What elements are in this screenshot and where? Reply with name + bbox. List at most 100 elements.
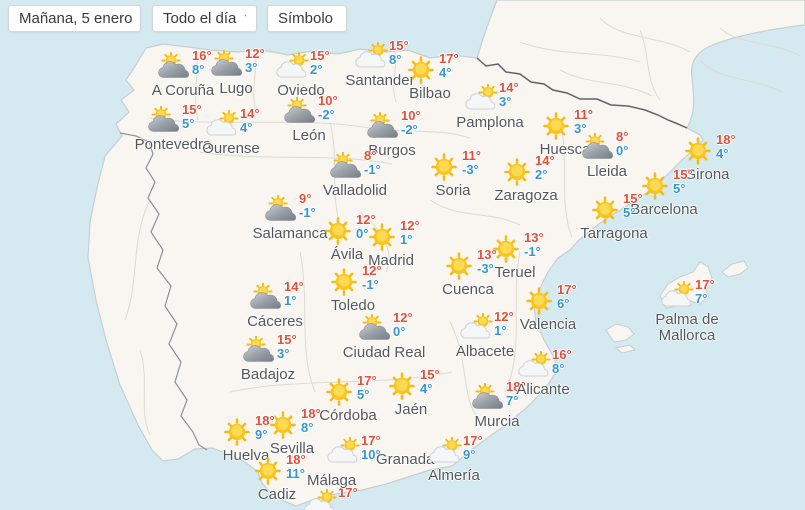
low-temp: 1° [494,323,507,338]
weather-station[interactable]: 18° 7° Murcia [471,379,526,430]
temperature-pair: 15° 8° [389,39,409,67]
city-label: Cáceres [247,313,303,330]
low-temp: 2° [310,62,323,77]
temperature-pair: 10° -2° [401,109,421,137]
weather-station[interactable]: 13° -3° Cuenca [442,248,497,298]
weather-icon-slot [522,286,556,316]
high-temp: 8° [616,129,629,144]
weather-station[interactable]: 15° 3° Badajoz [241,333,297,383]
weather-icon-slot [365,222,399,252]
weather-icon-slot [321,216,355,246]
weather-station[interactable]: 16° 8° A Coruña [152,49,215,99]
weather-station[interactable]: 16° 8° Alicante [516,348,571,398]
low-temp: -1° [524,244,541,259]
weather-station[interactable]: 17° 4° Bilbao [404,51,459,102]
high-temp: 12° [400,218,420,233]
high-temp: 15° [673,167,693,182]
temperature-pair: 17° 9° [463,434,483,462]
high-temp: 18° [506,379,526,394]
weather-station[interactable]: 15° 5° Tarragona [580,192,648,242]
sun-behind-cloud-icon [355,42,388,68]
date-filter-dropdown[interactable]: Mañana, 5 enero [8,5,141,32]
low-temp: 9° [255,427,268,442]
city-label: Granada [376,451,435,468]
sun-behind-gray-cloud-icon [330,152,362,178]
weather-station[interactable]: 12° 3° Lugo [210,47,265,97]
weather-station[interactable]: 9° -1° Salamanca [252,192,327,242]
weather-station[interactable]: 12° 1° Albacete [456,310,514,360]
weather-station[interactable]: 17° 5° Córdoba [319,373,377,424]
temperature-pair: 8° -1° [364,149,381,177]
sun-behind-cloud-icon [460,313,493,339]
weather-station[interactable]: 18° 11° Cadiz [251,453,306,503]
weather-station[interactable]: 15° 8° Santander [345,39,414,89]
weather-station[interactable]: 8° -1° Valladolid [323,149,387,199]
chevron-down-icon [245,14,246,17]
sun-behind-gray-cloud-icon [472,383,504,409]
weather-icon-slot [242,336,276,366]
sun-behind-cloud-icon [661,281,694,307]
weather-station[interactable]: 18° 8° Sevilla [266,407,321,457]
temperature-pair: 9° -1° [299,192,316,220]
weather-station[interactable]: 13° -1° Teruel [489,231,544,281]
display-mode-dropdown[interactable]: Símbolo [267,5,347,32]
weather-station[interactable]: 15° 4° Jaén [385,368,440,418]
temperature-pair: 17° 10° [361,434,381,462]
temperature-pair: 17° [338,486,358,500]
weather-station[interactable]: 15° 5° Barcelona [630,168,698,218]
weather-station[interactable]: 18° 9° Huelva [220,414,275,464]
city-label: Málaga [307,472,357,489]
time-filter-dropdown[interactable]: Todo el día [152,5,257,32]
weather-station[interactable]: 17° Málaga [303,473,358,510]
weather-station[interactable]: 17° 10° Granada [326,434,434,468]
low-temp: 2° [535,167,548,182]
city-label: Murcia [474,413,520,430]
weather-station[interactable]: 18° 4° Girona [681,133,735,183]
weather-station[interactable]: 14° 3° Pamplona [456,81,524,131]
weather-station[interactable]: 15° 2° Oviedo [275,49,330,99]
high-temp: 11° [574,107,593,122]
low-temp: 1° [284,293,297,308]
weather-station[interactable]: 8° 0° Lleida [581,129,633,180]
city-label: Girona [684,166,730,183]
weather-station[interactable]: 12° -1° Toledo [327,264,382,314]
weather-station[interactable]: 10° -2° León [283,94,338,144]
city-label: Valencia [519,316,577,333]
weather-station[interactable]: 10° -2° Burgos [366,109,421,159]
sun-behind-gray-cloud-icon [582,133,614,159]
low-temp: 4° [240,120,253,135]
weather-station[interactable]: 17° 6° Valencia [520,283,577,333]
low-temp: 8° [389,52,402,67]
weather-icon-slot [385,371,419,401]
weather-station[interactable]: 12° 0° Ávila [321,213,376,263]
weather-station[interactable]: 14° 4° Ourense [202,107,260,157]
sun-behind-gray-cloud-icon [284,97,316,123]
temperature-pair: 12° 0° [356,213,376,241]
high-temp: 17° [439,51,459,66]
city-label: Albacete [455,343,515,360]
weather-station[interactable]: 17° 9° Almería [428,434,483,484]
high-temp: 17° [357,373,377,388]
weather-station[interactable]: 15° 5° Pontevedra [135,103,212,153]
low-temp: -3° [462,162,479,177]
weather-station[interactable]: 12° 1° Madrid [365,218,420,269]
weather-station[interactable]: 14° 2° Zaragoza [494,154,557,204]
weather-icon-slot [404,55,438,85]
high-temp: 9° [299,191,312,206]
weather-station[interactable]: 11° -3° Soria [427,149,481,199]
weather-station[interactable]: 11° 3° Huesca [539,107,593,158]
low-temp: -2° [401,122,418,137]
weather-icon-slot [539,111,573,141]
low-temp: 6° [557,296,570,311]
sun-icon [504,158,530,186]
weather-station[interactable]: 14° 1° Cáceres [247,280,304,330]
temperature-pair: 15° 5° [673,168,693,196]
weather-icon-slot [147,106,181,136]
city-label: Ávila [330,246,364,263]
weather-station[interactable]: 17° 7° Palma de Mallorca [655,278,718,344]
temperature-pair: 14° 2° [535,154,555,182]
weather-icon-slot [500,157,534,187]
weather-station[interactable]: 12° 0° Ciudad Real [343,311,426,361]
